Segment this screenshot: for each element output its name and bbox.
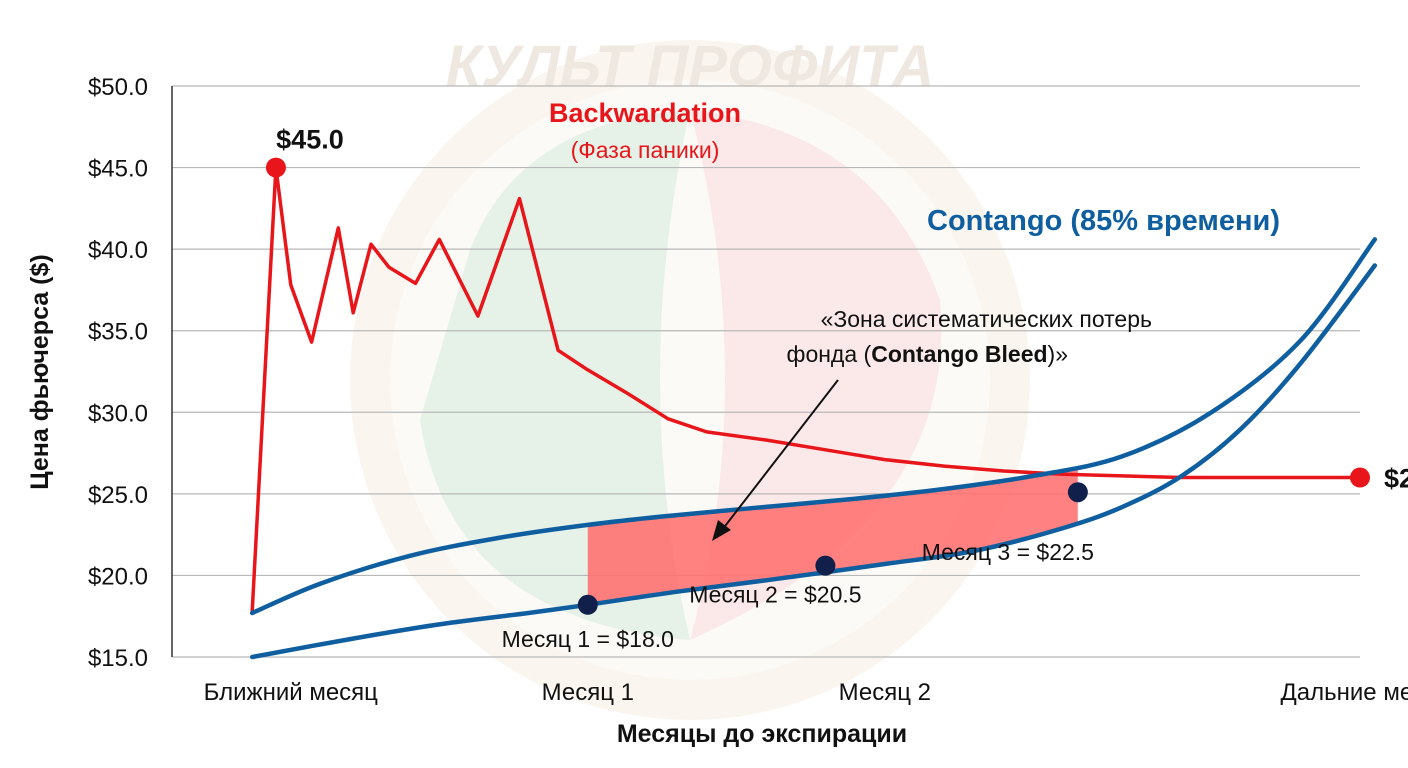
backwardation-peak-label: $45.0 [276, 125, 344, 155]
watermark-text: КУЛЬТ ПРОФИТА [446, 34, 934, 99]
contango-month-marker [577, 594, 598, 615]
series-backwardation-line [250, 165, 1360, 612]
series-contango-upper-line [249, 237, 1378, 616]
series-layer [249, 165, 1378, 660]
x-tick-label: Месяц 1 [542, 679, 634, 706]
y-tick-label: $35.0 [88, 319, 148, 346]
contango-month-marker [815, 555, 836, 576]
y-tick-label: $50.0 [88, 74, 148, 101]
x-tick-label: Ближний месяц [204, 679, 379, 706]
labels-layer: Backwardation (Фаза паники) Contango (85… [26, 98, 1280, 748]
contango-month-label: Месяц 2 = $20.5 [689, 582, 861, 608]
bleed-zone-layer [587, 466, 1078, 605]
annotation-line1: «Зона систематических потерь [821, 306, 1152, 332]
legend-contango: Contango (85% времени) [927, 205, 1280, 237]
annotation-arrow-shaft [721, 379, 839, 531]
x-tick-label: Месяц 2 [839, 679, 931, 706]
y-tick-label: $25.0 [88, 482, 148, 509]
markers-layer: $45.0 $26.0 Месяц 1 = $18.0 Месяц 2 = $20.5… [265, 125, 1408, 652]
y-tick-label: $45.0 [88, 156, 148, 183]
annotation-line2: фонда (Contango Bleed)» [787, 341, 1068, 367]
y-axis-title: Цена фьючерса ($) [26, 254, 54, 489]
x-axis-title: Месяцы до экспирации [617, 720, 907, 748]
contango-month-label: Месяц 3 = $22.5 [922, 539, 1094, 565]
contango-month-label: Месяц 1 = $18.0 [502, 626, 674, 652]
backwardation-endpoint-marker [265, 157, 286, 178]
x-tick-label: Дальние месяцы [1281, 679, 1408, 706]
y-tick-label: $15.0 [88, 645, 148, 672]
watermark-bull-half [420, 110, 690, 640]
y-tick-label: $40.0 [88, 237, 148, 264]
backwardation-endpoint-marker [1350, 467, 1370, 488]
annotation-contango-bleed: Contango Bleed [871, 341, 1047, 367]
y-tick-label: $20.0 [88, 563, 148, 590]
contango-month-marker [1067, 482, 1088, 503]
legend-backwardation-subtitle: (Фаза паники) [571, 137, 720, 163]
annotation-line2-a: фонда ( [787, 341, 872, 367]
backwardation-end-label: $26.0 [1384, 464, 1408, 494]
annotation-line2-c: )» [1048, 341, 1068, 367]
legend-backwardation: Backwardation [549, 98, 741, 128]
series-contango-lower-line [249, 263, 1378, 660]
annotation-arrow-head [712, 520, 731, 541]
y-tick-label: $30.0 [88, 400, 148, 427]
bleed-zone [587, 466, 1078, 605]
